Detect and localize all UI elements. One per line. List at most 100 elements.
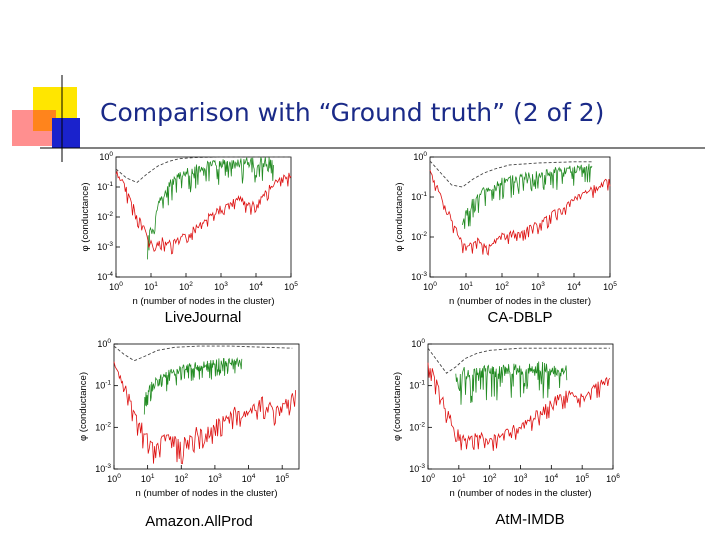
x-tick-label-exp: 0 (431, 473, 435, 480)
x-tick-label-exp: 4 (259, 281, 263, 288)
x-tick-label: 103 (208, 473, 222, 484)
x-tick-label: 103 (514, 473, 528, 484)
y-tick-label: 10-1 (411, 191, 427, 202)
series-line-2 (113, 361, 296, 465)
y-tick-label: 10-3 (411, 271, 427, 282)
x-axis-label: n (number of nodes in the cluster) (449, 488, 591, 499)
series-line-0 (115, 156, 291, 184)
x-tick-label-exp: 3 (224, 281, 228, 288)
chart-livejournal: 100 101 102 103 104 105 100 10-1 10-2 10-3 10-4 n (… (78, 145, 318, 325)
x-tick-label: 102 (174, 473, 188, 484)
x-tick-label: 103 (214, 281, 228, 292)
y-tick-label: 10-2 (97, 211, 113, 222)
x-tick-label-exp: 5 (294, 281, 298, 288)
y-tick-label: 10-4 (97, 271, 113, 282)
plot-frame (113, 343, 300, 470)
series-line-1 (147, 157, 274, 260)
y-tick-label-exp: -1 (105, 380, 111, 387)
y-tick-label-exp: -1 (421, 191, 427, 198)
x-tick-label: 100 (107, 473, 121, 484)
y-tick-label-exp: -1 (107, 181, 113, 188)
y-tick-label: 10-1 (97, 181, 113, 192)
y-tick-label-exp: -3 (107, 241, 113, 248)
x-tick-label-exp: 0 (119, 281, 123, 288)
y-tick-label: 10-1 (95, 380, 111, 391)
y-axis-label: φ (conductance) (80, 182, 91, 251)
y-tick-label-exp: -4 (107, 271, 113, 278)
x-tick-label: 104 (545, 473, 559, 484)
x-tick-label: 104 (567, 281, 581, 292)
x-tick-label: 101 (452, 473, 466, 484)
plot-frame (427, 343, 614, 470)
y-axis-label: φ (conductance) (392, 372, 403, 441)
x-tick-label-exp: 5 (585, 473, 589, 480)
deco-blue-square (52, 118, 80, 148)
x-tick-label-exp: 1 (469, 281, 473, 288)
x-tick-label: 100 (421, 473, 435, 484)
x-tick-label-exp: 2 (493, 473, 497, 480)
y-tick-label-exp: -1 (419, 380, 425, 387)
x-tick-label-exp: 3 (541, 281, 545, 288)
x-tick-label: 104 (242, 473, 256, 484)
x-tick-label: 105 (284, 281, 298, 292)
y-tick-label-exp: -3 (105, 463, 111, 470)
y-tick-label-exp: -2 (107, 211, 113, 218)
x-tick-label: 105 (603, 281, 617, 292)
y-tick-label-exp: -3 (419, 463, 425, 470)
y-axis-label: φ (conductance) (78, 372, 89, 441)
slide-decoration (12, 75, 705, 162)
x-tick-label: 101 (141, 473, 155, 484)
x-tick-label-exp: 0 (117, 473, 121, 480)
x-tick-label: 105 (275, 473, 289, 484)
x-tick-label-exp: 4 (252, 473, 256, 480)
deco-red-square (12, 110, 56, 146)
chart-ca-dblp: 100 101 102 103 104 105 100 10-1 10-2 10-3 n (numb… (392, 145, 632, 325)
x-axis-label: n (number of nodes in the cluster) (135, 488, 277, 499)
chart-amazon-allprod: 100 101 102 103 104 105 100 10-1 10-2 10-3 n (numb… (76, 332, 316, 517)
x-tick-label: 101 (144, 281, 158, 292)
x-tick-label-exp: 0 (433, 281, 437, 288)
series-line-2 (115, 170, 292, 255)
caption-livejournal: LiveJournal (164, 309, 242, 326)
y-axis-label: φ (conductance) (394, 182, 405, 251)
y-tick-label-exp: 0 (109, 151, 113, 158)
y-tick-label: 100 (97, 338, 111, 349)
y-tick-label-exp: 0 (107, 338, 111, 345)
y-tick-label-exp: 0 (423, 151, 427, 158)
y-tick-label: 10-3 (95, 463, 111, 474)
y-tick-label: 10-2 (411, 231, 427, 242)
y-tick-label: 100 (99, 151, 113, 162)
y-tick-label-exp: -2 (421, 231, 427, 238)
y-tick-label: 10-3 (409, 463, 425, 474)
series-line-0 (113, 345, 293, 362)
y-tick-label-exp: -2 (419, 421, 425, 428)
x-tick-label: 101 (459, 281, 473, 292)
x-tick-label-exp: 2 (184, 473, 188, 480)
y-tick-label: 10-1 (409, 380, 425, 391)
x-tick-label: 105 (575, 473, 589, 484)
x-tick-label-exp: 1 (462, 473, 466, 480)
y-tick-label: 100 (411, 338, 425, 349)
series-line-1 (455, 361, 568, 405)
x-tick-label-exp: 2 (505, 281, 509, 288)
x-tick-label: 102 (179, 281, 193, 292)
chart-atm-imdb: 100 101 102 103 104 105 106 100 10-1 10-2 10-3 n (n… (390, 332, 630, 517)
x-axis-label: n (number of nodes in the cluster) (449, 296, 591, 307)
x-axis-label: n (number of nodes in the cluster) (132, 296, 274, 307)
series-line-2 (429, 169, 611, 256)
caption-ca-dblp: CA-DBLP (487, 309, 553, 326)
x-tick-label: 103 (531, 281, 545, 292)
x-tick-label-exp: 5 (613, 281, 617, 288)
x-tick-label-exp: 1 (151, 473, 155, 480)
x-tick-label-exp: 4 (555, 473, 559, 480)
x-tick-label-exp: 1 (154, 281, 158, 288)
caption-atm-imdb: AtM-IMDB (495, 511, 565, 528)
y-tick-label: 10-2 (409, 421, 425, 432)
x-tick-label: 102 (495, 281, 509, 292)
series-line-0 (427, 347, 610, 374)
series-line-1 (143, 356, 243, 415)
x-tick-label-exp: 6 (616, 473, 620, 480)
x-tick-label-exp: 2 (189, 281, 193, 288)
